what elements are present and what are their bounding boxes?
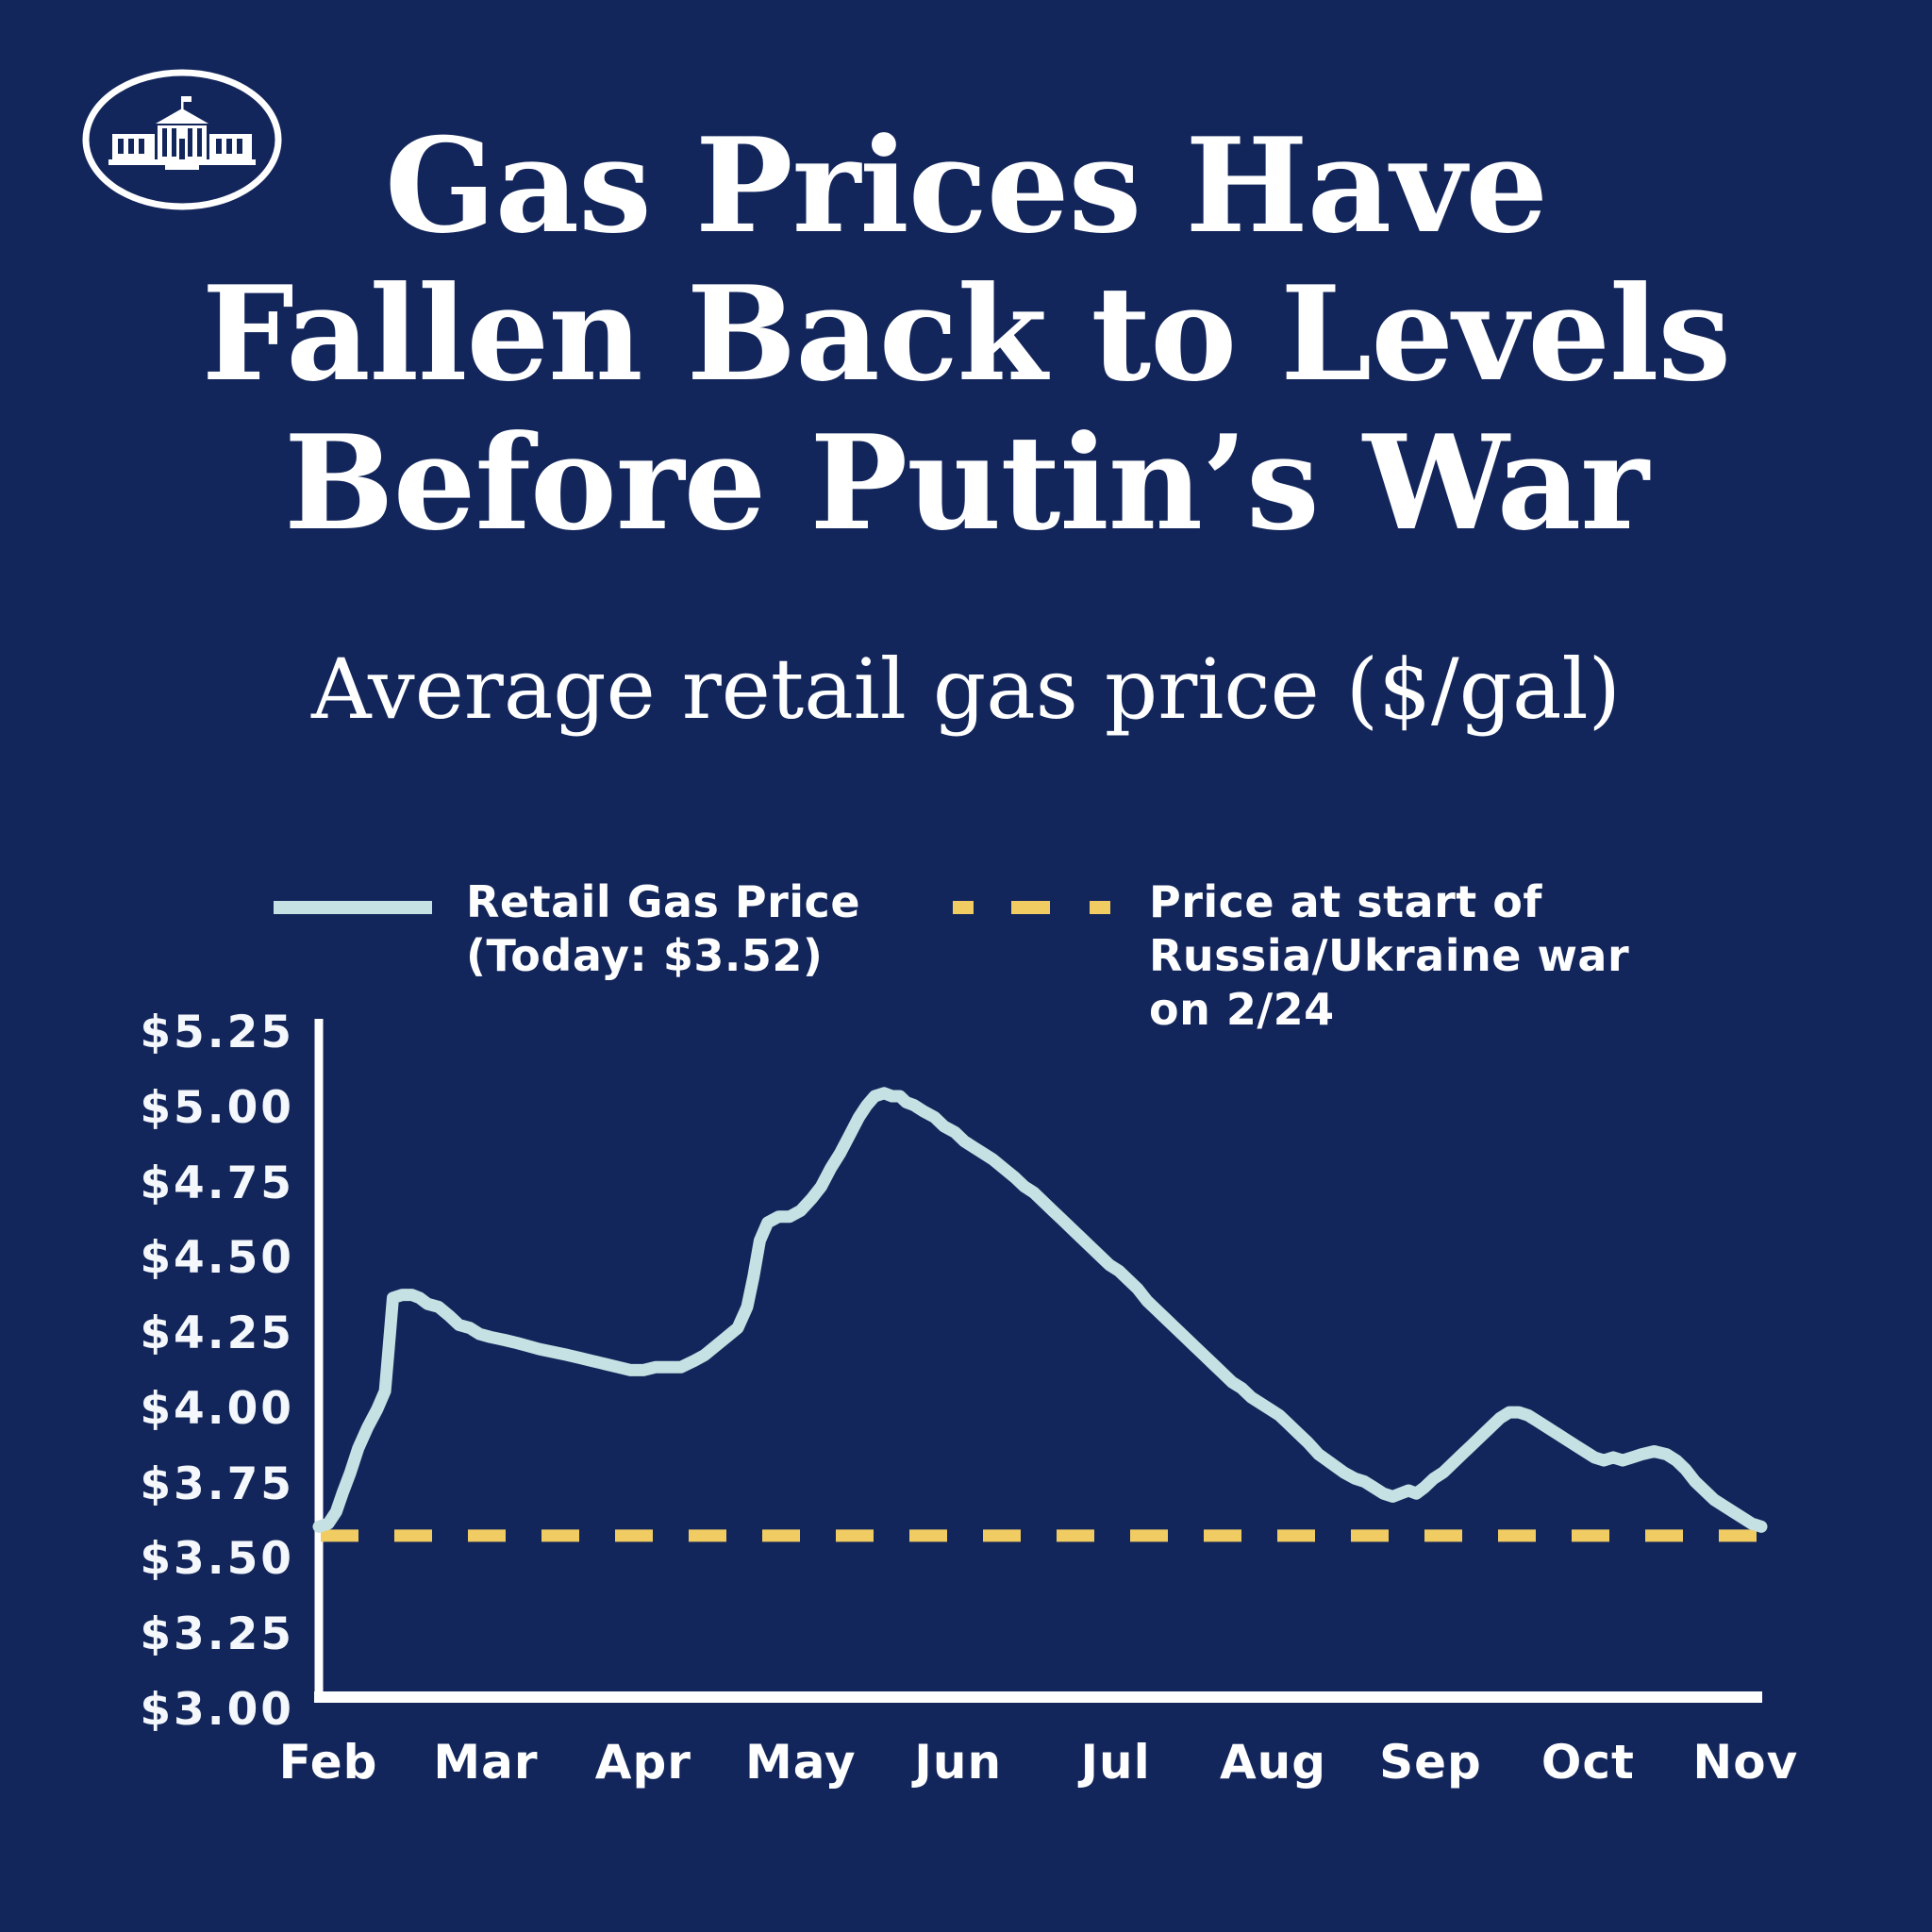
retail-gas-price-line	[312, 1087, 1768, 1533]
legend-label-war-start-price: Price at start of Russia/Ukraine war on …	[1149, 876, 1630, 1035]
y-tick-label: $3.25	[140, 1608, 294, 1661]
y-tick-label: $4.25	[140, 1307, 294, 1360]
x-tick-label: Sep	[1379, 1735, 1482, 1790]
title-line-1: Gas Prices Have	[384, 108, 1548, 262]
legend-label-retail-gas-price: Retail Gas Price (Today: $3.52)	[466, 876, 861, 981]
x-tick-label: Oct	[1541, 1735, 1635, 1790]
war-price-dash-swatch	[1090, 901, 1110, 914]
y-tick-label: $5.00	[140, 1081, 294, 1134]
x-tick-label: Feb	[278, 1735, 378, 1790]
retail-gas-price-line-swatch	[274, 901, 432, 914]
y-tick-label: $4.75	[140, 1157, 294, 1209]
chart-subtitle: Average retail gas price ($/gal)	[311, 641, 1621, 738]
page-title: Gas Prices Have Fallen Back to Levels Be…	[0, 111, 1932, 557]
title-line-3: Before Putin’s War	[284, 405, 1649, 559]
x-tick-label: Apr	[594, 1735, 691, 1790]
x-tick-label: May	[744, 1735, 857, 1790]
x-tick-label: Mar	[433, 1735, 539, 1790]
x-tick-label: Jun	[914, 1735, 1003, 1790]
white-house-logo	[78, 67, 286, 213]
y-tick-label: $3.75	[140, 1457, 294, 1510]
war-price-dash-swatch	[953, 901, 974, 914]
x-tick-label: Nov	[1692, 1735, 1799, 1790]
y-tick-label: $3.50	[140, 1533, 294, 1586]
white-house-icon	[82, 69, 282, 210]
y-tick-label: $4.00	[140, 1382, 294, 1435]
y-tick-label: $5.25	[140, 1007, 294, 1058]
y-tick-label: $4.50	[140, 1232, 294, 1285]
y-tick-label: $3.00	[140, 1683, 294, 1736]
war-price-dash-swatch	[1011, 901, 1050, 914]
title-line-2: Fallen Back to Levels	[201, 257, 1731, 411]
x-tick-label: Aug	[1219, 1735, 1327, 1790]
x-tick-label: Jul	[1080, 1735, 1151, 1790]
